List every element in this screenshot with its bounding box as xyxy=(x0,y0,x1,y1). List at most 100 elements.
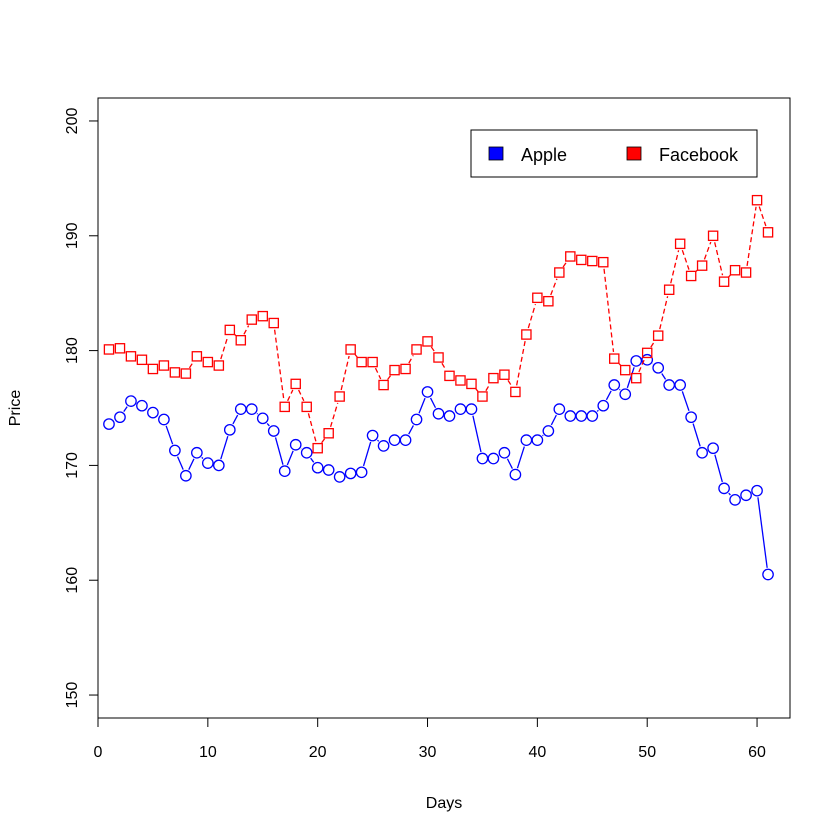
series-line-facebook xyxy=(441,362,447,371)
series-line-apple xyxy=(377,439,380,442)
data-point-facebook xyxy=(598,256,609,268)
data-point-apple xyxy=(531,434,544,446)
series-line-facebook xyxy=(714,242,724,276)
data-point-facebook xyxy=(565,251,576,262)
data-point-apple xyxy=(564,410,577,422)
series-line-apple xyxy=(310,457,315,463)
data-point-apple xyxy=(147,406,159,419)
data-point-facebook xyxy=(510,386,521,398)
series-line-apple xyxy=(176,456,184,470)
data-point-facebook xyxy=(466,378,477,390)
data-point-apple xyxy=(509,468,522,481)
data-point-apple xyxy=(256,412,269,425)
data-point-facebook xyxy=(554,267,565,278)
data-point-facebook xyxy=(235,335,247,346)
data-point-apple xyxy=(366,429,379,442)
data-point-facebook xyxy=(576,254,587,266)
series-layer xyxy=(103,194,774,581)
series-line-apple xyxy=(472,415,482,453)
data-point-apple xyxy=(300,446,313,459)
data-point-facebook xyxy=(191,351,203,362)
data-point-facebook xyxy=(356,356,367,368)
x-tick-label: 30 xyxy=(419,744,437,761)
data-point-apple xyxy=(597,399,610,412)
legend-swatch-apple xyxy=(488,146,504,161)
legend: Apple Facebook xyxy=(470,129,758,178)
series-line-facebook xyxy=(746,206,757,266)
data-point-apple xyxy=(212,459,225,472)
series-line-facebook xyxy=(527,304,537,329)
legend-swatch-facebook xyxy=(626,146,642,161)
x-axis-title: Days xyxy=(426,795,462,812)
series-line-facebook xyxy=(475,388,479,392)
data-point-apple xyxy=(586,410,599,422)
data-point-apple xyxy=(762,568,774,581)
plot-frame xyxy=(97,97,791,719)
data-point-facebook xyxy=(224,324,236,336)
data-point-facebook xyxy=(641,347,653,359)
series-line-facebook xyxy=(146,363,149,366)
data-point-apple xyxy=(432,407,445,420)
x-tick-label: 20 xyxy=(309,744,327,761)
series-line-facebook xyxy=(681,249,690,270)
series-line-facebook xyxy=(287,389,294,402)
data-point-facebook xyxy=(532,292,543,304)
data-point-facebook xyxy=(378,379,389,391)
series-line-apple xyxy=(757,497,768,568)
data-point-facebook xyxy=(685,270,697,282)
series-line-apple xyxy=(550,414,557,426)
data-point-apple xyxy=(674,379,687,391)
data-point-apple xyxy=(267,425,280,437)
data-point-facebook xyxy=(268,317,279,329)
data-point-apple xyxy=(158,413,170,426)
data-point-facebook xyxy=(301,401,312,413)
data-point-apple xyxy=(542,425,555,437)
series-line-facebook xyxy=(507,380,513,387)
data-point-apple xyxy=(278,465,291,477)
data-point-apple xyxy=(487,452,500,465)
data-point-facebook xyxy=(389,364,400,376)
data-point-apple xyxy=(575,410,588,422)
data-point-facebook xyxy=(202,356,214,368)
y-tick-label: 180 xyxy=(64,337,81,364)
data-point-facebook xyxy=(609,353,620,364)
series-line-apple xyxy=(618,388,621,391)
series-line-facebook xyxy=(408,354,414,364)
data-point-apple xyxy=(136,399,148,412)
series-line-facebook xyxy=(354,354,358,358)
series-line-facebook xyxy=(321,438,326,444)
data-point-apple xyxy=(663,379,676,391)
data-point-facebook xyxy=(587,255,598,267)
series-line-apple xyxy=(286,450,294,466)
series-line-facebook xyxy=(188,361,194,369)
y-tick-label: 150 xyxy=(64,682,81,709)
data-point-apple xyxy=(223,423,236,436)
series-line-apple xyxy=(408,425,414,435)
data-point-facebook xyxy=(652,330,664,341)
series-line-apple xyxy=(661,373,667,380)
data-point-facebook xyxy=(246,314,258,325)
data-point-apple xyxy=(125,395,137,407)
data-point-facebook xyxy=(279,401,290,413)
data-point-apple xyxy=(355,466,368,479)
data-point-facebook xyxy=(147,363,159,375)
data-point-apple xyxy=(234,403,247,415)
series-line-facebook xyxy=(650,340,656,348)
data-point-facebook xyxy=(751,194,763,206)
data-point-apple xyxy=(718,482,730,495)
data-point-apple xyxy=(476,452,489,465)
series-line-facebook xyxy=(603,268,615,353)
series-line-apple xyxy=(605,390,612,401)
data-point-facebook xyxy=(619,364,631,376)
data-point-apple xyxy=(169,444,181,457)
data-point-facebook xyxy=(158,360,170,371)
legend-box xyxy=(470,129,758,178)
series-line-facebook xyxy=(340,355,350,391)
y-tick-label: 160 xyxy=(64,567,81,594)
series-line-facebook xyxy=(329,402,339,428)
data-point-facebook xyxy=(136,354,148,366)
series-line-facebook xyxy=(562,261,568,268)
series-line-apple xyxy=(362,441,372,467)
data-point-apple xyxy=(245,403,258,415)
